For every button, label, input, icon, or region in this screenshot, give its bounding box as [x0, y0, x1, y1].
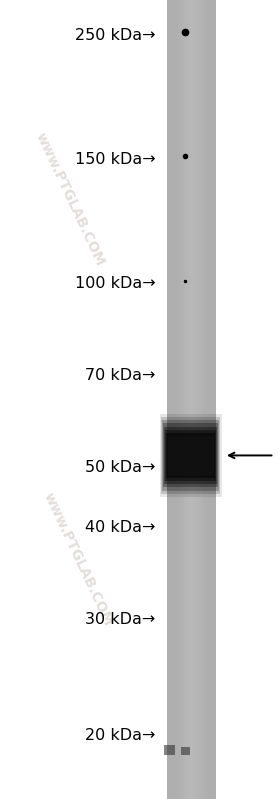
Bar: [196, 0, 197, 799]
Bar: [178, 0, 179, 799]
Bar: [175, 0, 176, 799]
Bar: [183, 0, 184, 799]
Bar: [179, 0, 180, 799]
Bar: [189, 0, 190, 799]
Text: 30 kDa→: 30 kDa→: [85, 612, 155, 626]
Bar: [199, 0, 200, 799]
Text: 20 kDa→: 20 kDa→: [85, 728, 155, 742]
Bar: [194, 0, 195, 799]
Bar: [198, 0, 199, 799]
Bar: [180, 0, 181, 799]
Bar: [213, 0, 214, 799]
Bar: [207, 0, 208, 799]
Bar: [204, 0, 205, 799]
Bar: [168, 0, 169, 799]
Bar: [195, 0, 196, 799]
Bar: [211, 0, 212, 799]
Bar: [173, 0, 174, 799]
Bar: [165, 430, 216, 481]
Bar: [182, 0, 183, 799]
Bar: [186, 0, 187, 799]
Bar: [205, 0, 206, 799]
Text: 40 kDa→: 40 kDa→: [85, 520, 155, 535]
Text: www.PTGLAB.COM: www.PTGLAB.COM: [33, 131, 107, 268]
Bar: [190, 0, 191, 799]
Text: 50 kDa→: 50 kDa→: [85, 460, 155, 475]
Bar: [191, 0, 192, 799]
Text: 150 kDa→: 150 kDa→: [75, 153, 155, 167]
Bar: [192, 0, 193, 799]
Bar: [210, 0, 211, 799]
Bar: [166, 433, 215, 478]
Bar: [185, 0, 186, 799]
Bar: [172, 0, 173, 799]
Bar: [169, 0, 170, 799]
Bar: [201, 0, 202, 799]
Bar: [184, 0, 185, 799]
Bar: [181, 0, 182, 799]
Bar: [177, 0, 178, 799]
Text: www.PTGLAB.COM: www.PTGLAB.COM: [41, 491, 116, 628]
Bar: [214, 0, 215, 799]
Bar: [206, 0, 207, 799]
Bar: [164, 427, 217, 484]
Bar: [171, 0, 172, 799]
Bar: [167, 0, 168, 799]
Bar: [215, 0, 216, 799]
Text: 250 kDa→: 250 kDa→: [75, 29, 155, 43]
Bar: [197, 0, 198, 799]
Bar: [209, 0, 210, 799]
Bar: [188, 0, 189, 799]
Bar: [181, 747, 190, 755]
Bar: [200, 0, 201, 799]
Bar: [167, 0, 216, 799]
Bar: [164, 745, 175, 755]
Bar: [163, 423, 218, 487]
Bar: [167, 436, 214, 475]
Bar: [212, 0, 213, 799]
Bar: [170, 0, 171, 799]
Bar: [176, 0, 177, 799]
Bar: [193, 0, 194, 799]
Text: 100 kDa→: 100 kDa→: [75, 276, 155, 291]
Bar: [203, 0, 204, 799]
Bar: [202, 0, 203, 799]
Bar: [208, 0, 209, 799]
Bar: [187, 0, 188, 799]
Bar: [174, 0, 175, 799]
Bar: [160, 414, 221, 497]
Text: 70 kDa→: 70 kDa→: [85, 368, 155, 383]
Bar: [161, 417, 220, 494]
Bar: [167, 436, 214, 475]
Bar: [162, 420, 219, 491]
